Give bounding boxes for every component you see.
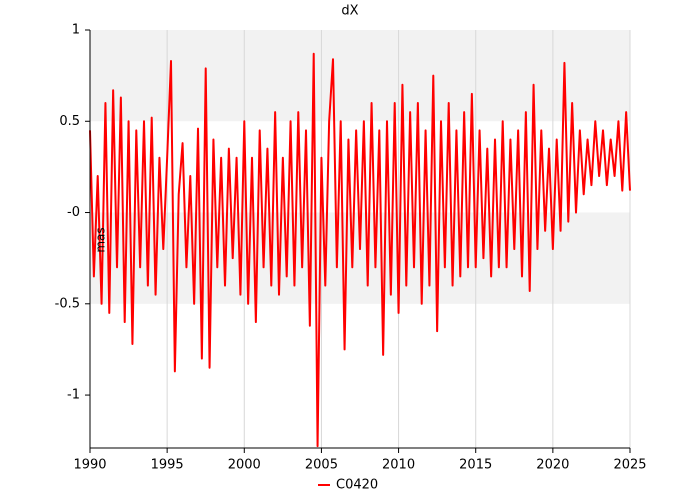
legend-label: C0420 <box>336 478 378 493</box>
chart-title: dX <box>341 4 358 19</box>
y-tick-label: 1 <box>72 23 80 38</box>
grid-band <box>90 30 630 122</box>
y-tick-label: -1 <box>67 388 80 403</box>
y-tick-label: -0.5 <box>55 296 80 311</box>
x-tick-label: 2025 <box>613 458 646 473</box>
y-tick-label: -0 <box>67 205 80 220</box>
y-axis-label: mas <box>94 227 108 252</box>
x-tick-label: 2000 <box>228 458 261 473</box>
y-tick-label: 0.5 <box>59 114 80 129</box>
data-line <box>89 52 631 448</box>
x-tick-label: 2015 <box>459 458 492 473</box>
x-tick-label: 2010 <box>382 458 415 473</box>
x-tick-label: 2020 <box>536 458 569 473</box>
x-tick-label: 2005 <box>305 458 338 473</box>
x-tick-label: 1990 <box>73 458 106 473</box>
x-tick-label: 1995 <box>151 458 184 473</box>
